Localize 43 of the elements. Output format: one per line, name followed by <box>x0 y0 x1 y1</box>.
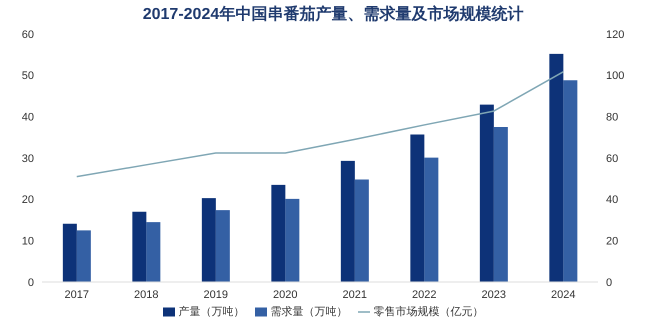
y-tick-label: 10 <box>22 236 34 248</box>
y2-tick-label: 40 <box>606 194 618 206</box>
y2-tick-label: 120 <box>606 28 624 41</box>
bar <box>271 184 286 282</box>
x-tick-label: 2020 <box>273 288 298 301</box>
x-tick-label: 2019 <box>204 288 228 301</box>
y-tick-label: 50 <box>22 70 34 82</box>
x-tick-label: 2024 <box>551 288 576 301</box>
bar <box>354 179 369 282</box>
bar <box>494 127 508 282</box>
x-tick-label: 2022 <box>412 288 436 301</box>
y-tick-label: 30 <box>22 152 34 165</box>
bar <box>146 222 160 282</box>
y-tick-label: 20 <box>22 194 34 206</box>
legend-label: 需求量（万吨） <box>270 306 348 318</box>
x-tick-label: 2021 <box>342 288 367 301</box>
chart-title: 2017-2024年中国串番茄产量、需求量及市场规模统计 <box>142 4 524 25</box>
y-tick-label: 60 <box>22 28 34 41</box>
y2-tick-label: 60 <box>606 152 618 165</box>
x-tick-label: 2023 <box>482 288 506 301</box>
y-tick-label: 40 <box>22 112 34 124</box>
bar <box>285 198 300 282</box>
y2-tick-label: 100 <box>606 70 624 82</box>
line-series <box>76 71 564 178</box>
bar <box>424 158 438 282</box>
bar <box>62 224 77 282</box>
bar <box>76 230 91 282</box>
y2-tick-label: 0 <box>606 276 612 289</box>
legend-label: 零售市场规模（亿元） <box>374 306 484 318</box>
bar <box>410 134 424 282</box>
y2-tick-label: 80 <box>606 112 618 124</box>
y-tick-label: 0 <box>28 276 34 289</box>
bar <box>340 160 355 282</box>
y2-tick-label: 20 <box>606 236 618 248</box>
legend-label: 产量（万吨） <box>178 306 244 318</box>
x-tick-label: 2018 <box>134 288 158 301</box>
bar <box>549 54 564 282</box>
bar <box>216 210 230 282</box>
bar <box>563 80 578 282</box>
bar <box>480 104 494 282</box>
bar <box>202 198 216 282</box>
x-tick-label: 2017 <box>64 288 89 301</box>
bar <box>132 212 146 282</box>
